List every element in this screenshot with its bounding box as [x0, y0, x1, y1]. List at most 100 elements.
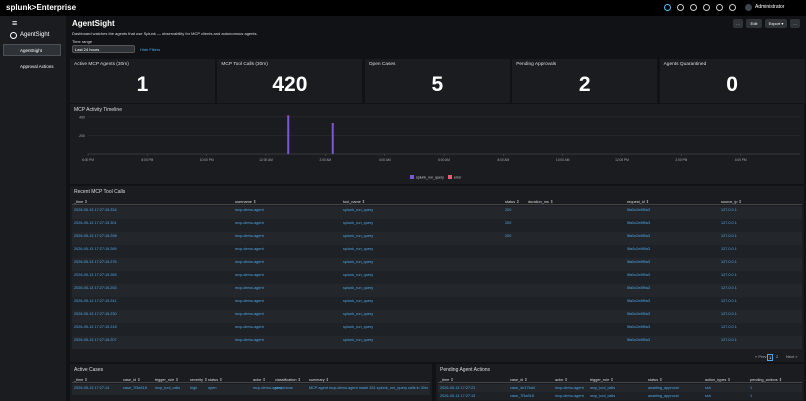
header-button-label[interactable]: …: [793, 21, 797, 26]
column-header[interactable]: severity ⇕: [190, 378, 208, 382]
top-icon[interactable]: [690, 4, 697, 11]
column-header[interactable]: tool_name ⇕: [343, 200, 365, 204]
column-header[interactable]: action_types ⇕: [705, 378, 731, 382]
table-cell[interactable]: 5fa0c2e8f9a3: [627, 299, 651, 303]
table-cell[interactable]: splunk_run_query: [343, 247, 374, 251]
column-header[interactable]: summary ⇕: [309, 378, 329, 382]
table-cell[interactable]: case_7f3a918: [123, 386, 147, 390]
table-cell[interactable]: 127.0.0.1: [721, 208, 737, 212]
table-cell[interactable]: 127.0.0.1: [721, 312, 737, 316]
header-button[interactable]: [746, 19, 762, 28]
table-cell[interactable]: 2026-05-13 17:27:15.207: [74, 338, 117, 342]
table-cell[interactable]: awaiting_approval: [648, 394, 679, 398]
column-header[interactable]: duration_ms ⇕: [528, 200, 554, 204]
column-header[interactable]: case_id ⇕: [123, 378, 141, 382]
column-header[interactable]: trigger_rule ⇕: [155, 378, 179, 382]
table-cell[interactable]: 2026-05-13 17:27:15.298: [74, 234, 117, 238]
table-cell[interactable]: mcp-demo-agent: [235, 260, 264, 264]
column-header[interactable]: actor ⇕: [555, 378, 568, 382]
table-cell[interactable]: 127.0.0.1: [721, 325, 737, 329]
table-cell[interactable]: 2026-05-13 17:27:15.241: [74, 299, 117, 303]
table-cell[interactable]: mcp-demo-agent: [235, 338, 264, 342]
hide-filters[interactable]: Hide Filters: [140, 47, 161, 52]
table-cell[interactable]: splunk_run_query: [343, 208, 374, 212]
table-cell[interactable]: 2026-05-13 17:27:22: [440, 386, 476, 390]
table-cell[interactable]: 127.0.0.1: [721, 338, 737, 342]
table-cell[interactable]: suspicious: [275, 386, 293, 390]
table-cell[interactable]: mcp-demo-agent: [235, 286, 264, 290]
table-cell[interactable]: mcp-demo-agent: [235, 325, 264, 329]
header-button[interactable]: [765, 19, 787, 28]
table-cell[interactable]: 5fa0c2e8f9a3: [627, 247, 651, 251]
pagination[interactable]: Next »: [786, 354, 798, 359]
table-cell[interactable]: 5fa0c2e8f9a3: [627, 208, 651, 212]
table-cell[interactable]: case_4e17bd4: [510, 386, 535, 390]
top-icon[interactable]: [677, 4, 684, 11]
table-cell[interactable]: 2026-05-13 17:27:15.253: [74, 286, 117, 290]
table-cell[interactable]: 5fa0c2e8f9a3: [627, 286, 651, 290]
table-cell[interactable]: splunk_run_query: [343, 221, 374, 225]
time-value[interactable]: Last 24 hours: [75, 47, 100, 52]
table-cell[interactable]: mcp-demo-agent: [253, 386, 282, 390]
table-cell[interactable]: 2026-05-13 17:27:15.276: [74, 260, 117, 264]
table-cell[interactable]: 5fa0c2e8f9a3: [627, 221, 651, 225]
table-cell[interactable]: case_7f3a918: [510, 394, 534, 398]
table-cell[interactable]: mcp-demo-agent: [235, 299, 264, 303]
table-cell[interactable]: mcp-demo-agent: [235, 221, 264, 225]
table-cell[interactable]: 5fa0c2e8f9a3: [627, 234, 651, 238]
pagination[interactable]: 1: [767, 354, 774, 361]
table-cell[interactable]: mcp-demo-agent: [555, 394, 584, 398]
column-header[interactable]: pending_actions ⇕: [750, 378, 782, 382]
table-cell[interactable]: 2026-05-13 17:27:15.301: [74, 221, 117, 225]
sidebar-item[interactable]: [3, 44, 61, 56]
table-cell[interactable]: 5fa0c2e8f9a3: [627, 260, 651, 264]
header-button[interactable]: [790, 19, 800, 28]
top-icon[interactable]: [729, 4, 736, 11]
table-cell[interactable]: 127.0.0.1: [721, 247, 737, 251]
menu-icon[interactable]: ≡: [12, 18, 18, 28]
table-cell[interactable]: 127.0.0.1: [721, 221, 737, 225]
table-cell[interactable]: 2026-05-13 17:27:14: [74, 386, 110, 390]
column-header[interactable]: status ⇕: [208, 378, 223, 382]
table-cell[interactable]: mcp-demo-agent: [235, 234, 264, 238]
table-cell[interactable]: mcp-demo-agent: [555, 386, 584, 390]
time-dropdown[interactable]: [72, 45, 135, 53]
table-cell[interactable]: 1: [750, 394, 753, 398]
column-header[interactable]: case_id ⇕: [510, 378, 528, 382]
table-cell[interactable]: mcp-demo-agent: [235, 208, 264, 212]
column-header[interactable]: request_id ⇕: [627, 200, 649, 204]
table-cell[interactable]: mcp-demo-agent: [235, 273, 264, 277]
column-header[interactable]: actor ⇕: [253, 378, 266, 382]
table-cell[interactable]: 127.0.0.1: [721, 260, 737, 264]
header-button-label[interactable]: …: [736, 21, 740, 26]
column-header[interactable]: status ⇕: [648, 378, 663, 382]
table-cell[interactable]: splunk_run_query: [343, 260, 374, 264]
user-avatar[interactable]: [745, 4, 752, 11]
header-button-label[interactable]: Edit: [750, 21, 758, 26]
column-header[interactable]: _time ⇕: [440, 378, 454, 382]
header-button-label[interactable]: Export ▾: [768, 21, 784, 26]
table-cell[interactable]: mcp_tool_calls: [155, 386, 181, 390]
user-name[interactable]: Administrator: [755, 4, 785, 10]
table-cell[interactable]: 2026-05-13 17:27:15.218: [74, 325, 117, 329]
table-cell[interactable]: open: [208, 386, 217, 390]
column-header[interactable]: _time ⇕: [74, 378, 88, 382]
table-cell[interactable]: splunk_run_query: [343, 338, 374, 342]
column-header[interactable]: status ⇕: [505, 200, 520, 204]
table-cell[interactable]: 5fa0c2e8f9a3: [627, 325, 651, 329]
table-cell[interactable]: 2026-05-13 17:27:15.334: [74, 208, 117, 212]
column-header[interactable]: username ⇕: [235, 200, 257, 204]
table-cell[interactable]: splunk_run_query: [343, 325, 374, 329]
table-cell[interactable]: 2026-05-13 17:27:15: [440, 394, 476, 398]
table-cell[interactable]: splunk_run_query: [343, 312, 374, 316]
table-cell[interactable]: MCP agent mcp-demo-agent made 331 splunk…: [309, 386, 428, 390]
table-cell[interactable]: ssh: [705, 386, 711, 390]
table-cell[interactable]: 1: [750, 386, 753, 390]
top-icon[interactable]: [716, 4, 723, 11]
column-header[interactable]: classification ⇕: [275, 378, 301, 382]
pagination[interactable]: 2: [776, 354, 779, 359]
top-icon[interactable]: [664, 4, 671, 11]
table-cell[interactable]: splunk_run_query: [343, 273, 374, 277]
header-button[interactable]: [733, 19, 743, 28]
column-header[interactable]: trigger_rule ⇕: [590, 378, 614, 382]
